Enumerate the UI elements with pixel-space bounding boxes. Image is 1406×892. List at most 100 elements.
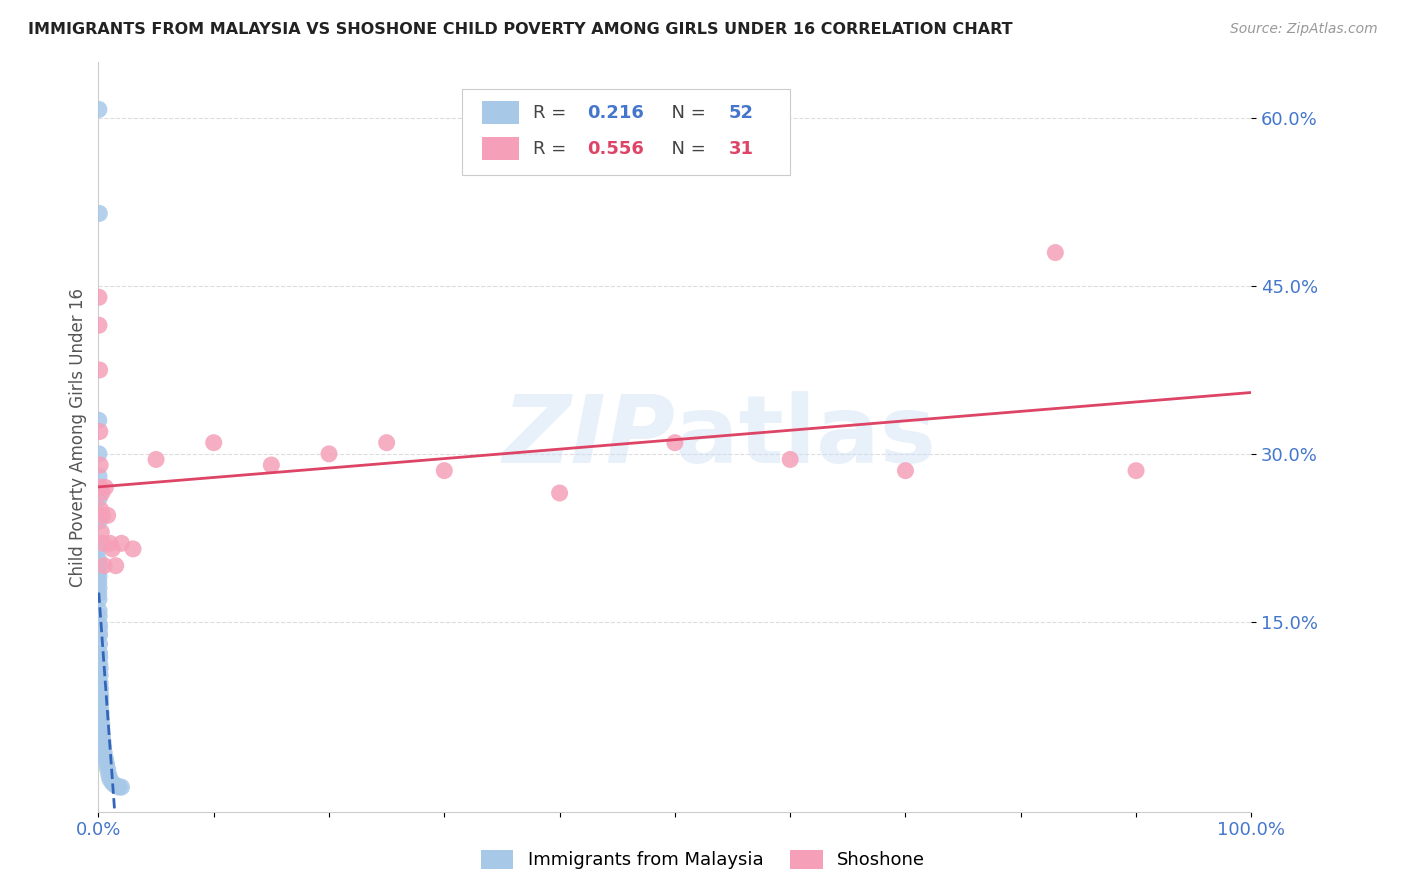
Point [103, 778, 125, 792]
Point [101, 775, 124, 789]
Point [93, 746, 115, 760]
Point [108, 780, 131, 794]
FancyBboxPatch shape [482, 137, 519, 160]
Point [779, 452, 801, 467]
Text: atlas: atlas [675, 391, 936, 483]
Point [89, 662, 111, 676]
Point [202, 435, 225, 450]
Point [89, 480, 111, 494]
Point [90, 695, 112, 709]
Point [87, 290, 110, 304]
Point [90, 690, 112, 705]
Point [110, 780, 132, 794]
Point [90, 717, 112, 731]
Point [89, 458, 111, 472]
Point [97, 508, 120, 523]
Point [105, 779, 128, 793]
Point [89, 206, 111, 220]
Point [97, 762, 120, 776]
Point [260, 458, 283, 472]
Y-axis label: Child Poverty Among Girls Under 16: Child Poverty Among Girls Under 16 [69, 287, 87, 587]
Point [318, 447, 340, 461]
Point [91, 508, 114, 523]
Point [94, 480, 117, 494]
Text: 52: 52 [730, 103, 754, 121]
Point [101, 541, 124, 556]
Point [87, 592, 110, 607]
Point [89, 620, 111, 634]
FancyBboxPatch shape [461, 88, 790, 175]
Point [97, 768, 120, 782]
Point [89, 657, 111, 672]
Point [87, 318, 110, 333]
Point [894, 464, 917, 478]
Point [375, 435, 398, 450]
Point [89, 637, 111, 651]
Point [89, 646, 111, 660]
Point [1045, 245, 1067, 260]
Point [90, 525, 112, 540]
Point [91, 536, 114, 550]
Point [89, 425, 111, 439]
Point [122, 541, 145, 556]
Point [90, 502, 112, 516]
Point [96, 756, 118, 771]
Point [87, 581, 110, 595]
Point [93, 739, 115, 754]
Point [94, 751, 117, 765]
Point [433, 464, 456, 478]
Point [87, 103, 110, 117]
Point [1125, 464, 1147, 478]
Point [90, 712, 112, 726]
Point [89, 687, 111, 701]
Point [145, 452, 167, 467]
Point [93, 558, 115, 573]
Point [98, 772, 121, 787]
Legend: Immigrants from Malaysia, Shoshone: Immigrants from Malaysia, Shoshone [471, 841, 935, 879]
Point [87, 558, 110, 573]
Text: ZIP: ZIP [502, 391, 675, 483]
Point [87, 553, 110, 567]
Text: Source: ZipAtlas.com: Source: ZipAtlas.com [1230, 22, 1378, 37]
Point [87, 575, 110, 590]
Point [91, 729, 114, 743]
Point [89, 676, 111, 690]
Point [89, 609, 111, 624]
Point [110, 536, 132, 550]
Text: IMMIGRANTS FROM MALAYSIA VS SHOSHONE CHILD POVERTY AMONG GIRLS UNDER 16 CORRELAT: IMMIGRANTS FROM MALAYSIA VS SHOSHONE CHI… [28, 22, 1012, 37]
Text: 0.556: 0.556 [588, 140, 644, 158]
Point [90, 706, 112, 721]
Point [87, 447, 110, 461]
Point [91, 734, 114, 748]
Point [87, 570, 110, 584]
Text: R =: R = [533, 140, 572, 158]
Point [89, 625, 111, 640]
Point [90, 702, 112, 716]
Point [89, 628, 111, 642]
Text: N =: N = [659, 140, 711, 158]
Point [104, 558, 127, 573]
Point [89, 668, 111, 682]
Point [89, 681, 111, 696]
Point [89, 363, 111, 377]
Point [548, 486, 571, 500]
Point [87, 541, 110, 556]
Text: N =: N = [659, 103, 711, 121]
FancyBboxPatch shape [482, 102, 519, 124]
Point [87, 587, 110, 601]
Point [90, 486, 112, 500]
Point [89, 650, 111, 665]
Point [87, 413, 110, 427]
Text: 31: 31 [730, 140, 754, 158]
Point [90, 723, 112, 737]
Point [98, 536, 121, 550]
Point [664, 435, 686, 450]
Point [87, 603, 110, 617]
Text: 0.216: 0.216 [588, 103, 644, 121]
Point [87, 469, 110, 483]
Point [89, 616, 111, 631]
Text: R =: R = [533, 103, 572, 121]
Point [87, 491, 110, 506]
Point [87, 564, 110, 578]
Point [89, 514, 111, 528]
